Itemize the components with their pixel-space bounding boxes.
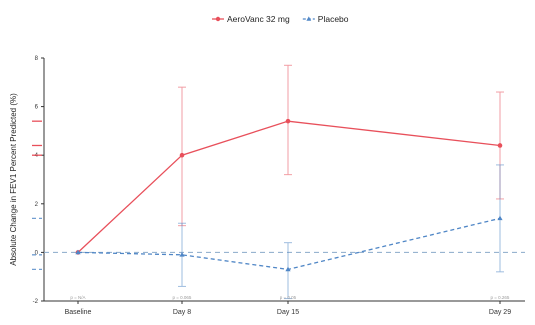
- legend-label: AeroVanc 32 mg: [227, 14, 290, 24]
- legend: AeroVanc 32 mg Placebo: [212, 14, 349, 24]
- y-tick-label: 2: [35, 202, 39, 208]
- data-point: [285, 266, 291, 272]
- x-axis: Baseline Day 8 Day 15 Day 29: [44, 300, 525, 316]
- data-point: [179, 152, 185, 158]
- y-tick-label: 0: [35, 250, 39, 256]
- p-values: p = N/A p = 0.065 p = 0.05 p = 0.265: [70, 295, 510, 300]
- series-line: [77, 120, 501, 253]
- p-value-label: p = 0.065: [173, 295, 192, 300]
- data-point: [497, 143, 503, 148]
- p-value-label: p = 0.265: [491, 295, 510, 300]
- legend-marker: [306, 16, 312, 21]
- data-point: [285, 118, 291, 124]
- x-tick-label: Baseline: [65, 309, 92, 316]
- y-axis-label: Absolute Change in FEV1 Percent Predicte…: [9, 93, 18, 266]
- x-tick-label: Day 8: [173, 309, 191, 316]
- legend-item: AeroVanc 32 mg: [212, 14, 290, 24]
- x-tick-label: Day 29: [489, 309, 511, 316]
- series-line: [77, 217, 501, 271]
- series-aerovanc: [32, 64, 504, 255]
- data-point: [497, 215, 503, 221]
- legend-label: Placebo: [318, 14, 349, 24]
- data-point: [179, 252, 185, 257]
- y-tick-label: 6: [35, 105, 39, 111]
- data-point: [75, 249, 81, 255]
- p-value-label: p = 0.05: [280, 295, 297, 300]
- y-tick-label: -2: [33, 299, 39, 305]
- y-tick-label: 4: [35, 153, 39, 159]
- y-axis: -2 0 2 4 6 8: [33, 56, 45, 305]
- x-tick-label: Day 15: [277, 309, 299, 316]
- legend-marker: [215, 16, 221, 22]
- series-placebo: [32, 164, 504, 300]
- series-layer: [32, 64, 504, 300]
- legend-item: Placebo: [302, 14, 349, 24]
- y-tick-label: 8: [35, 56, 39, 62]
- p-value-label: p = N/A: [70, 295, 85, 300]
